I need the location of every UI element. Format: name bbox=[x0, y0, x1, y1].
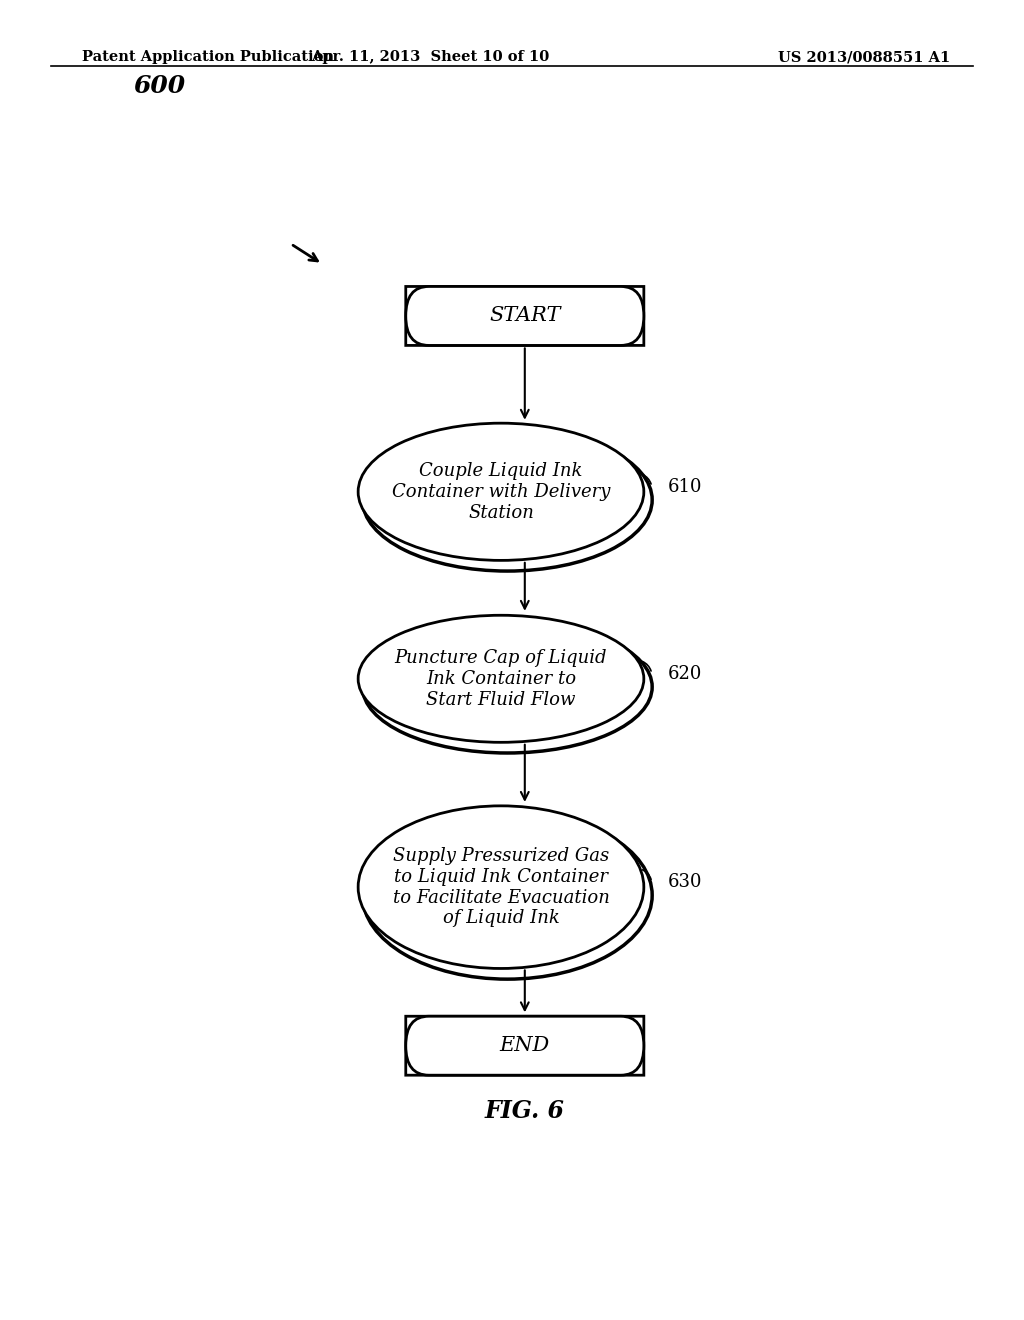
FancyBboxPatch shape bbox=[406, 1016, 644, 1076]
Text: END: END bbox=[500, 1036, 550, 1055]
Ellipse shape bbox=[358, 615, 644, 742]
Text: FIG. 6: FIG. 6 bbox=[484, 1098, 565, 1123]
Text: Supply Pressurized Gas
to Liquid Ink Container
to Facilitate Evacuation
of Liqui: Supply Pressurized Gas to Liquid Ink Con… bbox=[392, 847, 609, 928]
Ellipse shape bbox=[362, 429, 652, 572]
Text: 610: 610 bbox=[668, 478, 702, 496]
Text: Apr. 11, 2013  Sheet 10 of 10: Apr. 11, 2013 Sheet 10 of 10 bbox=[311, 50, 549, 65]
Ellipse shape bbox=[358, 805, 644, 969]
Ellipse shape bbox=[362, 812, 652, 979]
Text: 600: 600 bbox=[133, 74, 185, 98]
Text: Puncture Cap of Liquid
Ink Container to
Start Fluid Flow: Puncture Cap of Liquid Ink Container to … bbox=[394, 649, 607, 709]
FancyBboxPatch shape bbox=[406, 1016, 644, 1076]
FancyBboxPatch shape bbox=[406, 286, 644, 346]
Text: Patent Application Publication: Patent Application Publication bbox=[82, 50, 334, 65]
Text: 630: 630 bbox=[668, 873, 702, 891]
Text: US 2013/0088551 A1: US 2013/0088551 A1 bbox=[778, 50, 950, 65]
Text: Couple Liquid Ink
Container with Delivery
Station: Couple Liquid Ink Container with Deliver… bbox=[392, 462, 610, 521]
Text: 620: 620 bbox=[668, 665, 702, 682]
Ellipse shape bbox=[362, 620, 652, 752]
Text: START: START bbox=[489, 306, 560, 326]
FancyBboxPatch shape bbox=[406, 286, 644, 346]
Ellipse shape bbox=[358, 424, 644, 561]
